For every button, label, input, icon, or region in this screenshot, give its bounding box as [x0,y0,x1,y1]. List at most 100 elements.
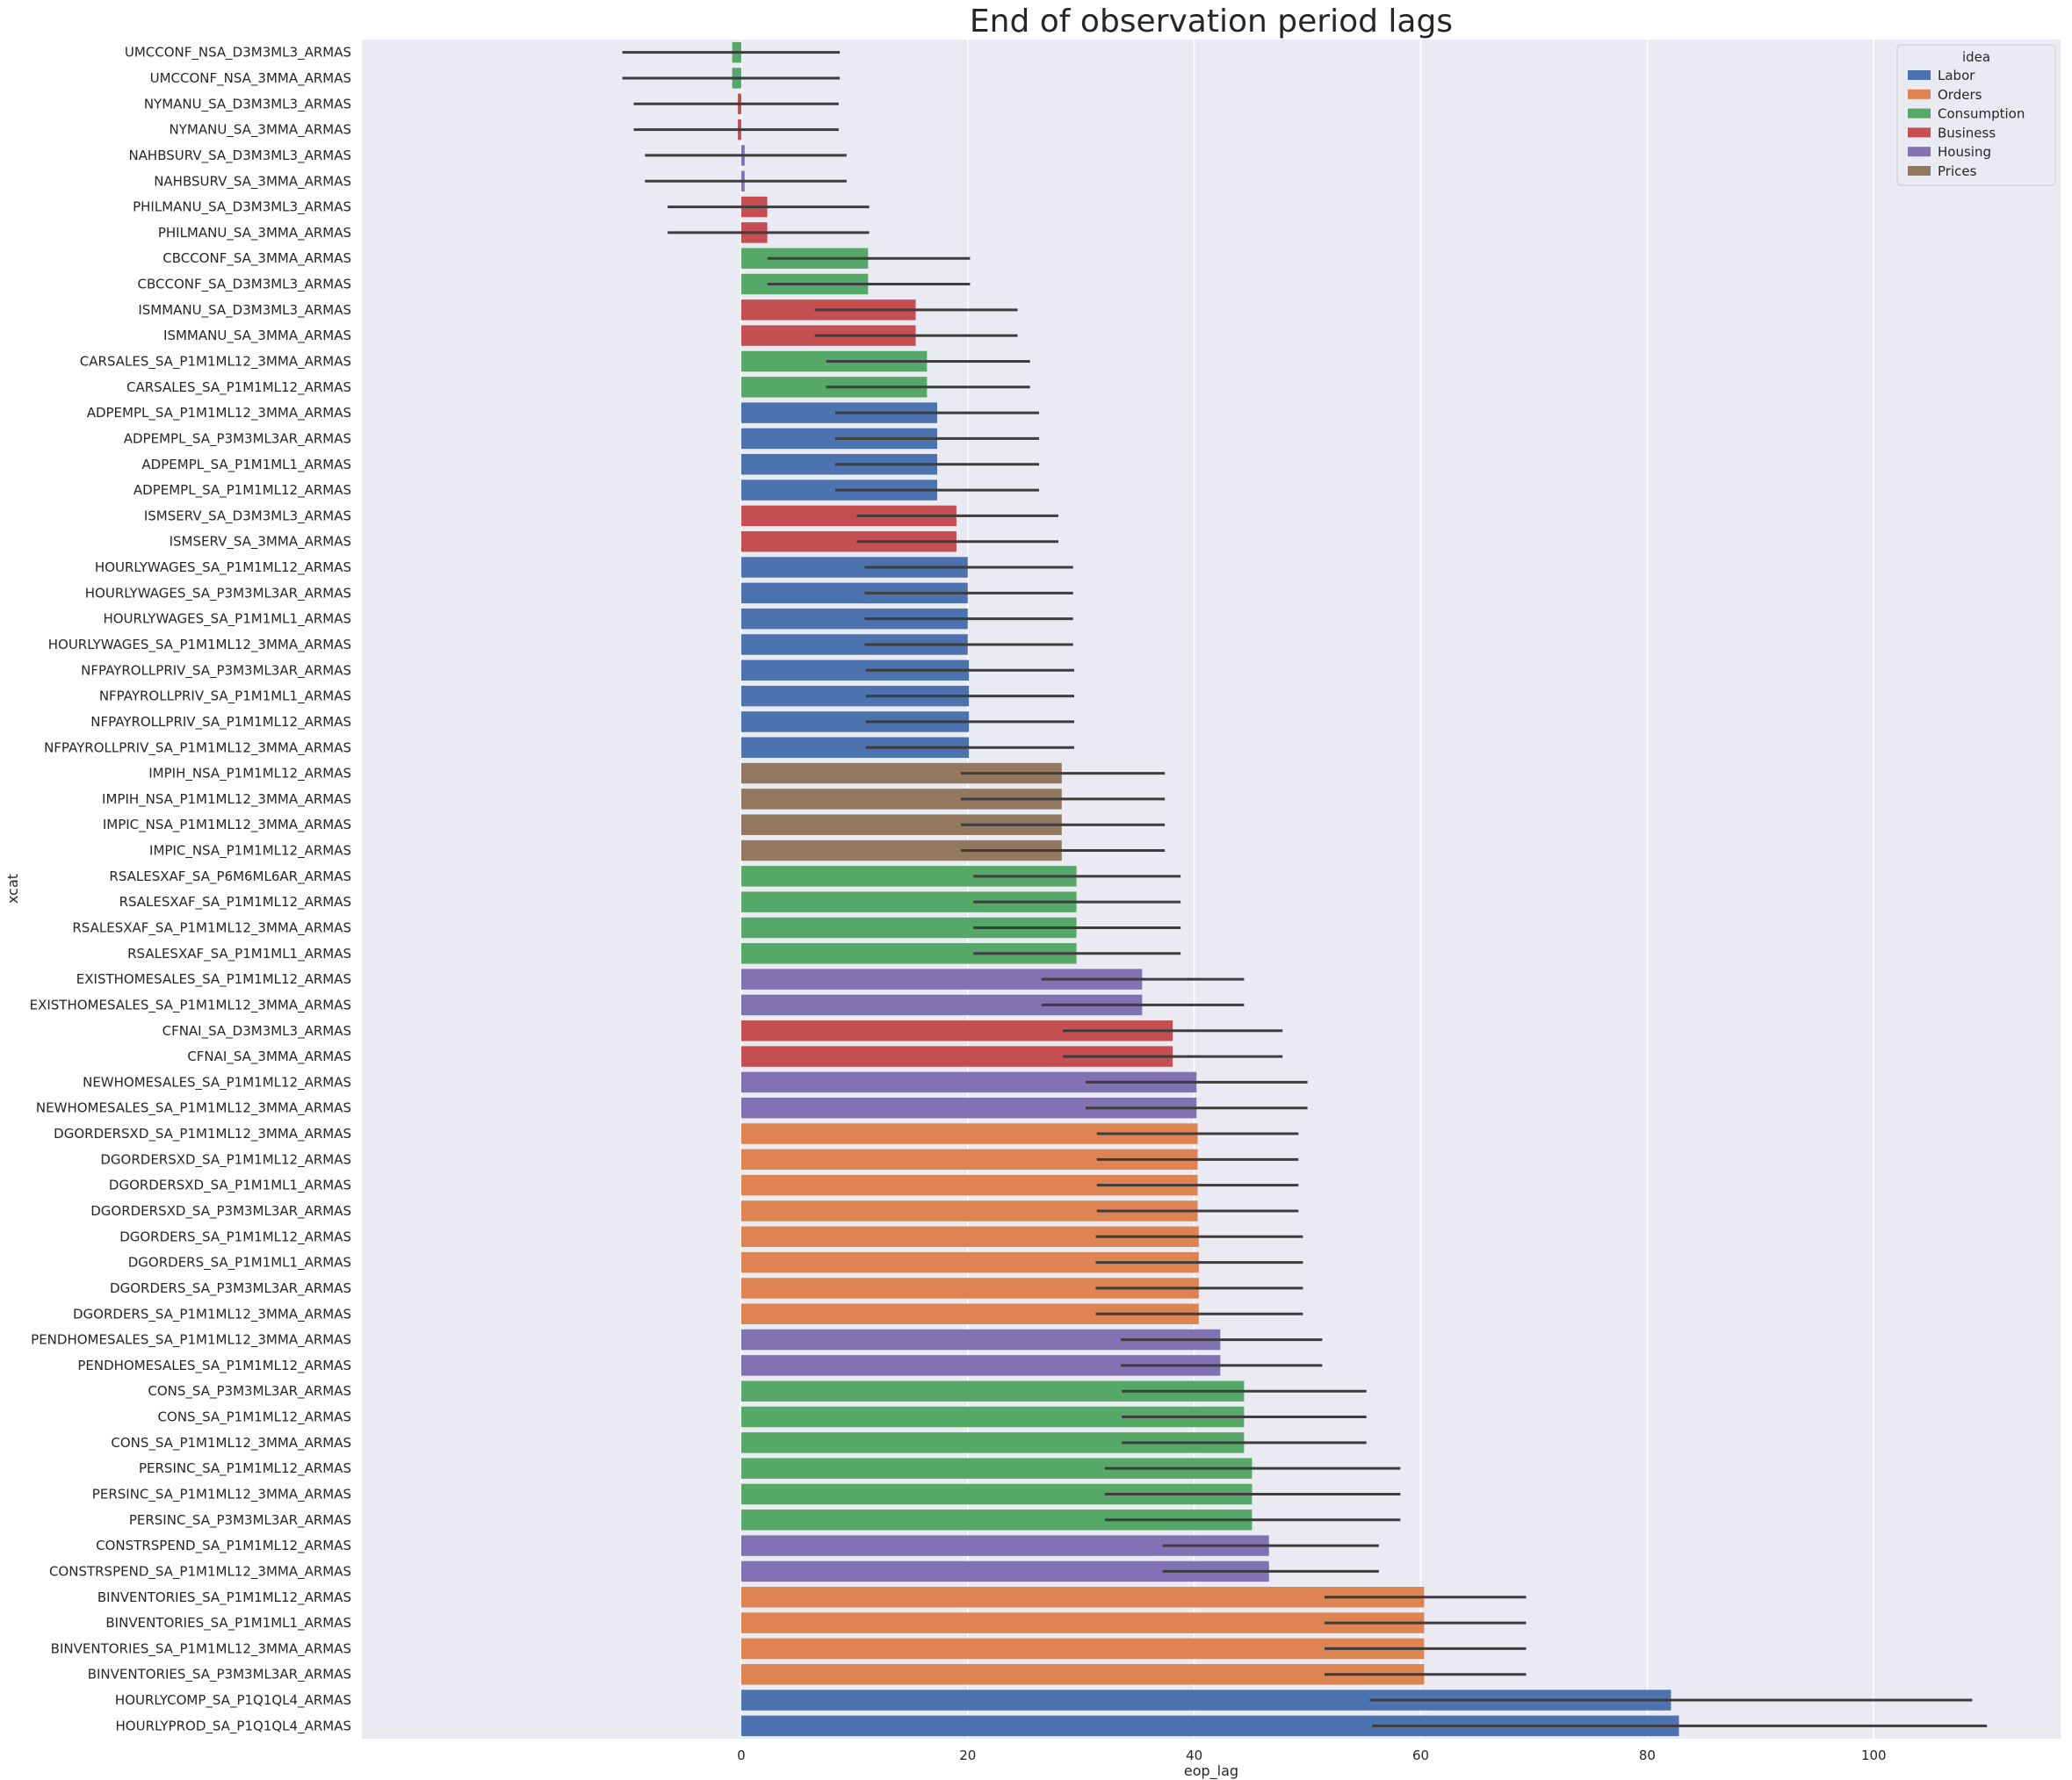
legend-swatch [1908,108,1931,119]
y-tick-label: CONS_SA_P1M1ML12_ARMAS [158,1409,351,1426]
y-tick-label: RSALESXAF_SA_P6M6ML6AR_ARMAS [109,868,351,885]
y-tick-label: DGORDERSXD_SA_P1M1ML1_ARMAS [109,1178,351,1194]
bar [740,608,968,630]
y-tick-label: HOURLYWAGES_SA_P1M1ML12_ARMAS [95,559,351,576]
y-tick-label: NFPAYROLLPRIV_SA_P3M3ML3AR_ARMAS [81,662,351,679]
bar [740,814,1062,835]
bar [740,1355,1221,1376]
bar [740,659,970,681]
y-tick-label: BINVENTORIES_SA_P1M1ML12_ARMAS [97,1589,351,1606]
y-tick-label: PHILMANU_SA_3MMA_ARMAS [158,225,351,241]
bar [740,1278,1199,1299]
bar [740,891,1077,912]
y-tick-label: CONSTRSPEND_SA_P1M1ML12_3MMA_ARMAS [49,1563,351,1580]
y-tick-label: UMCCONF_NSA_D3M3ML3_ARMAS [125,45,351,61]
legend: idea Labor Orders Consumption Business Housi… [1896,44,2056,186]
bar [740,530,957,552]
bar [740,711,970,732]
y-tick-label: DGORDERSXD_SA_P3M3ML3AR_ARMAS [90,1203,351,1220]
bar [740,1251,1199,1273]
y-tick-label: ISMSERV_SA_D3M3ML3_ARMAS [144,508,351,524]
y-tick-label: PERSINC_SA_P1M1ML12_3MMA_ARMAS [92,1486,351,1503]
x-tick-label: 80 [1639,1748,1656,1763]
y-tick-label: RSALESXAF_SA_P1M1ML12_ARMAS [119,894,351,911]
y-tick-label: CBCCONF_SA_D3M3ML3_ARMAS [138,277,352,293]
y-tick-label: CARSALES_SA_P1M1ML12_ARMAS [126,379,351,396]
bar [740,1406,1245,1428]
y-tick-label: DGORDERS_SA_P1M1ML12_ARMAS [119,1229,351,1245]
legend-swatch [1908,127,1931,138]
y-tick-label: HOURLYWAGES_SA_P1M1ML12_3MMA_ARMAS [48,637,351,653]
x-tick-label: 0 [737,1748,746,1763]
bar [740,1715,1679,1737]
y-tick-label: NFPAYROLLPRIV_SA_P1M1ML12_3MMA_ARMAS [44,739,351,756]
bar [740,1329,1221,1351]
y-tick-label: ADPEMPL_SA_P1M1ML1_ARMAS [141,457,351,473]
y-tick-label: NYMANU_SA_3MMA_ARMAS [170,122,351,139]
bar [740,1510,1253,1531]
plot-area [362,40,2061,1739]
bar [740,1458,1253,1479]
y-tick-label: IMPIH_NSA_P1M1ML12_3MMA_ARMAS [102,791,351,808]
y-tick-label: CARSALES_SA_P1M1ML12_3MMA_ARMAS [80,353,351,370]
bar [740,1149,1198,1171]
y-tick-label: EXISTHOMESALES_SA_P1M1ML12_ARMAS [76,971,351,988]
y-tick-label: ISMSERV_SA_3MMA_ARMAS [170,534,351,551]
x-axis-label: eop_lag [1184,1762,1238,1780]
bar [740,789,1062,810]
y-tick-label: HOURLYWAGES_SA_P3M3ML3AR_ARMAS [85,585,351,602]
y-tick-label: ISMMANU_SA_3MMA_ARMAS [163,328,351,344]
bar [740,1123,1198,1144]
y-tick-label: DGORDERSXD_SA_P1M1ML12_3MMA_ARMAS [54,1126,351,1142]
y-tick-label: HOURLYPROD_SA_P1Q1QL4_ARMAS [116,1718,351,1734]
y-tick-label: CFNAI_SA_3MMA_ARMAS [187,1049,351,1065]
x-tick-label: 100 [1861,1748,1887,1763]
x-tick-label: 20 [959,1748,976,1763]
y-tick-label: CONSTRSPEND_SA_P1M1ML12_ARMAS [96,1538,351,1554]
bar [740,1380,1245,1402]
legend-label: Consumption [1938,106,2025,122]
legend-swatch [1908,147,1931,157]
bar [740,1303,1199,1324]
y-tick-label: PHILMANU_SA_D3M3ML3_ARMAS [133,199,351,216]
bar [740,1560,1269,1582]
y-tick-label: NEWHOMESALES_SA_P1M1ML12_ARMAS [83,1074,351,1091]
legend-frame [1896,44,2056,186]
bar [740,1174,1198,1196]
legend-label: Prices [1938,163,1977,179]
y-tick-label: DGORDERS_SA_P1M1ML1_ARMAS [128,1255,351,1272]
bar [740,634,968,655]
x-tick-label: 40 [1186,1748,1202,1763]
legend-swatch [1908,70,1931,80]
bar [740,1587,1425,1608]
y-tick-label: NAHBSURV_SA_D3M3ML3_ARMAS [128,148,351,164]
y-tick-label: IMPIC_NSA_P1M1ML12_ARMAS [149,843,351,860]
bar [740,1638,1425,1660]
legend-label: Labor [1938,68,1975,83]
bar [740,1612,1425,1633]
y-tick-label: PERSINC_SA_P3M3ML3AR_ARMAS [129,1512,351,1529]
bar [740,1097,1197,1119]
y-tick-label: HOURLYWAGES_SA_P1M1ML1_ARMAS [103,611,351,628]
bar [740,1690,1671,1711]
y-tick-label: IMPIH_NSA_P1M1ML12_ARMAS [148,766,351,782]
y-tick-label: IMPIC_NSA_P1M1ML12_3MMA_ARMAS [103,817,351,833]
bar [740,1020,1173,1041]
bar [740,1071,1197,1093]
bar [740,1226,1199,1248]
legend-label: Housing [1938,144,1991,160]
y-tick-label: DGORDERS_SA_P3M3ML3AR_ARMAS [110,1280,351,1297]
bar [740,1200,1198,1221]
bar [740,1046,1173,1067]
y-tick-label: NEWHOMESALES_SA_P1M1ML12_3MMA_ARMAS [36,1100,351,1117]
y-tick-label: ADPEMPL_SA_P1M1ML12_3MMA_ARMAS [87,405,351,422]
y-tick-label: HOURLYCOMP_SA_P1Q1QL4_ARMAS [115,1692,351,1709]
legend-swatch [1908,89,1931,99]
y-axis-label: xcat [4,874,21,904]
y-tick-label: NFPAYROLLPRIV_SA_P1M1ML12_ARMAS [90,714,351,731]
y-tick-label: CONS_SA_P1M1ML12_3MMA_ARMAS [111,1435,351,1452]
y-tick-label: BINVENTORIES_SA_P1M1ML12_3MMA_ARMAS [51,1640,351,1657]
y-tick-label: UMCCONF_NSA_3MMA_ARMAS [150,70,351,87]
bar [740,917,1077,939]
